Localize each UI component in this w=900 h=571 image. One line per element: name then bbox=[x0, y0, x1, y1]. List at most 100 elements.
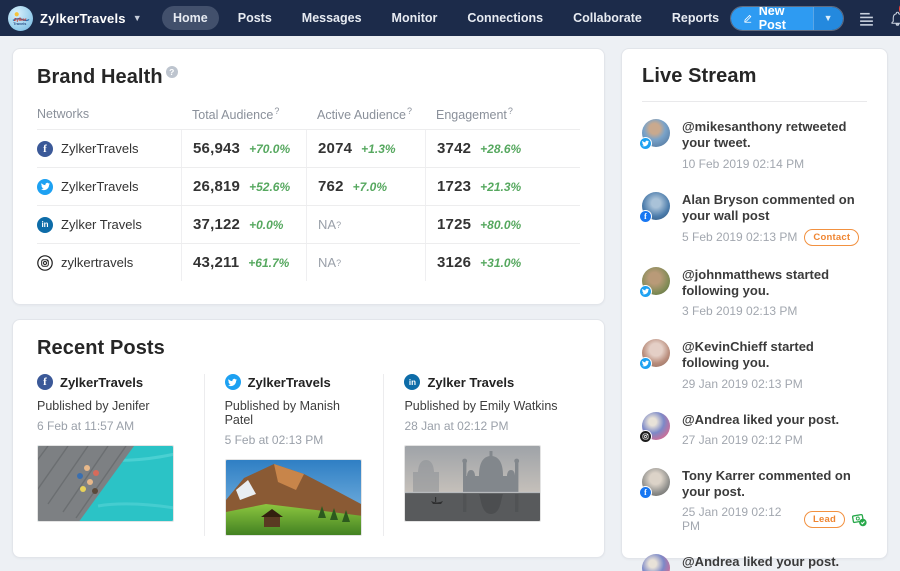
engagement-cell: 3126 +31.0% bbox=[425, 244, 580, 281]
help-mark[interactable]: ? bbox=[336, 219, 342, 230]
nav-item-reports[interactable]: Reports bbox=[671, 11, 720, 25]
recent-post-linkedin: in Zylker Travels Published by Emily Wat… bbox=[383, 374, 580, 536]
twitter-icon bbox=[37, 178, 53, 195]
brand-name: ZylkerTravels bbox=[40, 10, 126, 26]
network-name: Zylker Travels bbox=[61, 217, 142, 232]
left-column: Brand Health? Networks Total Audience? A… bbox=[12, 48, 605, 558]
help-mark[interactable]: ? bbox=[507, 105, 513, 116]
recent-posts-card: Recent Posts f ZylkerTravels Published b… bbox=[12, 319, 605, 558]
post-image-taj-mahal[interactable] bbox=[404, 445, 542, 522]
twitter-icon bbox=[639, 284, 652, 298]
live-stream-item[interactable]: f Tony Karrer commented on your post. 25… bbox=[639, 467, 867, 534]
column-networks: Networks bbox=[37, 107, 90, 121]
lead-tag: Lead bbox=[804, 511, 845, 528]
post-date: 6 Feb at 11:57 AM bbox=[37, 419, 135, 433]
avatar bbox=[639, 266, 670, 298]
main-content: Brand Health? Networks Total Audience? A… bbox=[0, 36, 900, 571]
live-stream-text: Alan Bryson commented on your wall post bbox=[682, 191, 855, 223]
live-stream-time: 25 Jan 2019 02:12 PM bbox=[682, 505, 782, 534]
network-name: ZylkerTravels bbox=[61, 141, 139, 156]
post-date: 5 Feb at 02:13 PM bbox=[224, 433, 324, 447]
post-account-name: ZylkerTravels bbox=[60, 374, 144, 390]
linkedin-icon: in bbox=[37, 216, 53, 233]
live-stream-text: @Andrea liked your post. bbox=[682, 411, 840, 427]
live-stream-item[interactable]: @KevinChieff started following you. 29 J… bbox=[639, 339, 867, 391]
top-navbar: Zylker Travels ZylkerTravels ▼ Home Post… bbox=[0, 0, 900, 36]
avatar bbox=[639, 411, 670, 443]
brand-health-title: Brand Health bbox=[37, 66, 163, 88]
post-account-name: ZylkerTravels bbox=[247, 374, 331, 390]
linkedin-icon: in bbox=[404, 374, 421, 390]
facebook-icon: f bbox=[37, 374, 53, 390]
total-audience-cell: 26,819 +52.6% bbox=[181, 168, 306, 205]
table-row-twitter: ZylkerTravels 26,819 +52.6% 762 +7.0% 1723… bbox=[37, 167, 580, 205]
avatar bbox=[639, 339, 670, 370]
instagram-icon bbox=[37, 254, 53, 271]
nav-item-connections[interactable]: Connections bbox=[467, 11, 544, 25]
live-stream-item[interactable]: @Andrea liked your post. 24 Jan 2019 07:… bbox=[642, 554, 867, 571]
column-engagement: Engagement? bbox=[436, 105, 513, 123]
svg-text:Travels: Travels bbox=[13, 22, 26, 26]
post-published-by: Published by Manish Patel bbox=[224, 399, 340, 427]
nav-item-monitor[interactable]: Monitor bbox=[391, 11, 438, 25]
menu-lines-icon[interactable] bbox=[858, 8, 875, 28]
brand-selector[interactable]: Zylker Travels ZylkerTravels ▼ bbox=[8, 5, 156, 31]
avatar bbox=[639, 119, 670, 150]
brand-logo-icon: Zylker Travels bbox=[8, 5, 33, 31]
nav-item-collaborate[interactable]: Collaborate bbox=[573, 11, 642, 25]
live-stream-item[interactable]: @johnmatthews started following you. 3 F… bbox=[639, 266, 867, 318]
total-audience-cell: 56,943 +70.0% bbox=[181, 130, 306, 167]
crm-lead-added-icon bbox=[852, 512, 867, 527]
active-audience-cell: NA? bbox=[306, 206, 425, 243]
network-cell: ZylkerTravels bbox=[37, 168, 181, 205]
live-stream-time: 3 Feb 2019 02:13 PM bbox=[682, 304, 798, 318]
help-mark[interactable]: ? bbox=[406, 105, 412, 116]
post-image-mountain-cabin[interactable] bbox=[224, 459, 362, 536]
facebook-icon: f bbox=[639, 209, 652, 223]
recent-posts-grid: f ZylkerTravels Published by Jenifer 6 F… bbox=[37, 374, 580, 536]
new-post-dropdown-chevron[interactable]: ▼ bbox=[812, 6, 843, 30]
pencil-icon bbox=[744, 14, 752, 23]
svg-text:Zylker: Zylker bbox=[14, 16, 27, 21]
recent-post-twitter: ZylkerTravels Published by Manish Patel … bbox=[203, 374, 384, 536]
network-name: zylkertravels bbox=[61, 255, 134, 270]
post-date: 28 Jan at 02:12 PM bbox=[404, 419, 509, 433]
live-stream-item[interactable]: @mikesanthony retweeted your tweet. 10 F… bbox=[639, 119, 867, 171]
new-post-button[interactable]: New Post ▼ bbox=[730, 5, 844, 31]
contact-tag: Contact bbox=[804, 229, 860, 246]
post-image-pool-deck[interactable] bbox=[37, 445, 174, 522]
facebook-icon: f bbox=[37, 140, 53, 157]
twitter-icon bbox=[639, 357, 652, 370]
table-row-linkedin: in Zylker Travels 37,122 +0.0% NA? 1725 +8… bbox=[37, 205, 580, 243]
nav-item-messages[interactable]: Messages bbox=[301, 11, 362, 25]
table-row-facebook: f ZylkerTravels 56,943 +70.0% 2074 +1.3% 3… bbox=[37, 129, 580, 167]
live-stream-time: 5 Feb 2019 02:13 PM bbox=[682, 230, 798, 245]
network-cell: f ZylkerTravels bbox=[37, 130, 181, 167]
divider bbox=[642, 101, 867, 102]
total-audience-cell: 37,122 +0.0% bbox=[181, 206, 306, 243]
active-audience-cell: NA? bbox=[306, 244, 425, 281]
column-total-audience: Total Audience? bbox=[192, 105, 280, 123]
help-mark[interactable]: ? bbox=[274, 105, 280, 116]
live-stream-item[interactable]: @Andrea liked your post. 27 Jan 2019 02:… bbox=[639, 411, 867, 447]
network-name: ZylkerTravels bbox=[61, 179, 139, 194]
post-published-by: Published by Emily Watkins bbox=[404, 399, 558, 413]
brand-health-header-row: Networks Total Audience? Active Audience… bbox=[37, 99, 580, 129]
nav-item-posts[interactable]: Posts bbox=[237, 11, 272, 25]
network-cell: in Zylker Travels bbox=[37, 206, 181, 243]
help-mark[interactable]: ? bbox=[336, 257, 342, 268]
nav-item-home[interactable]: Home bbox=[162, 6, 219, 30]
live-stream-card: Live Stream @mikesanthony retweeted your… bbox=[621, 48, 888, 571]
live-stream-title: Live Stream bbox=[642, 65, 757, 87]
live-stream-item[interactable]: f Alan Bryson commented on your wall pos… bbox=[639, 191, 867, 246]
live-stream-time: 27 Jan 2019 02:12 PM bbox=[682, 432, 803, 447]
brand-health-help-icon[interactable]: ? bbox=[165, 66, 178, 78]
network-cell: zylkertravels bbox=[37, 244, 181, 281]
recent-posts-title: Recent Posts bbox=[37, 337, 165, 359]
live-stream-text: @johnmatthews started following you. bbox=[682, 266, 830, 298]
new-post-label: New Post bbox=[758, 5, 786, 31]
engagement-cell: 1723 +21.3% bbox=[425, 168, 580, 205]
facebook-icon: f bbox=[639, 485, 652, 499]
notifications-bell-icon[interactable]: 2 bbox=[889, 2, 900, 28]
live-stream-text: @Andrea liked your post. bbox=[682, 554, 840, 570]
